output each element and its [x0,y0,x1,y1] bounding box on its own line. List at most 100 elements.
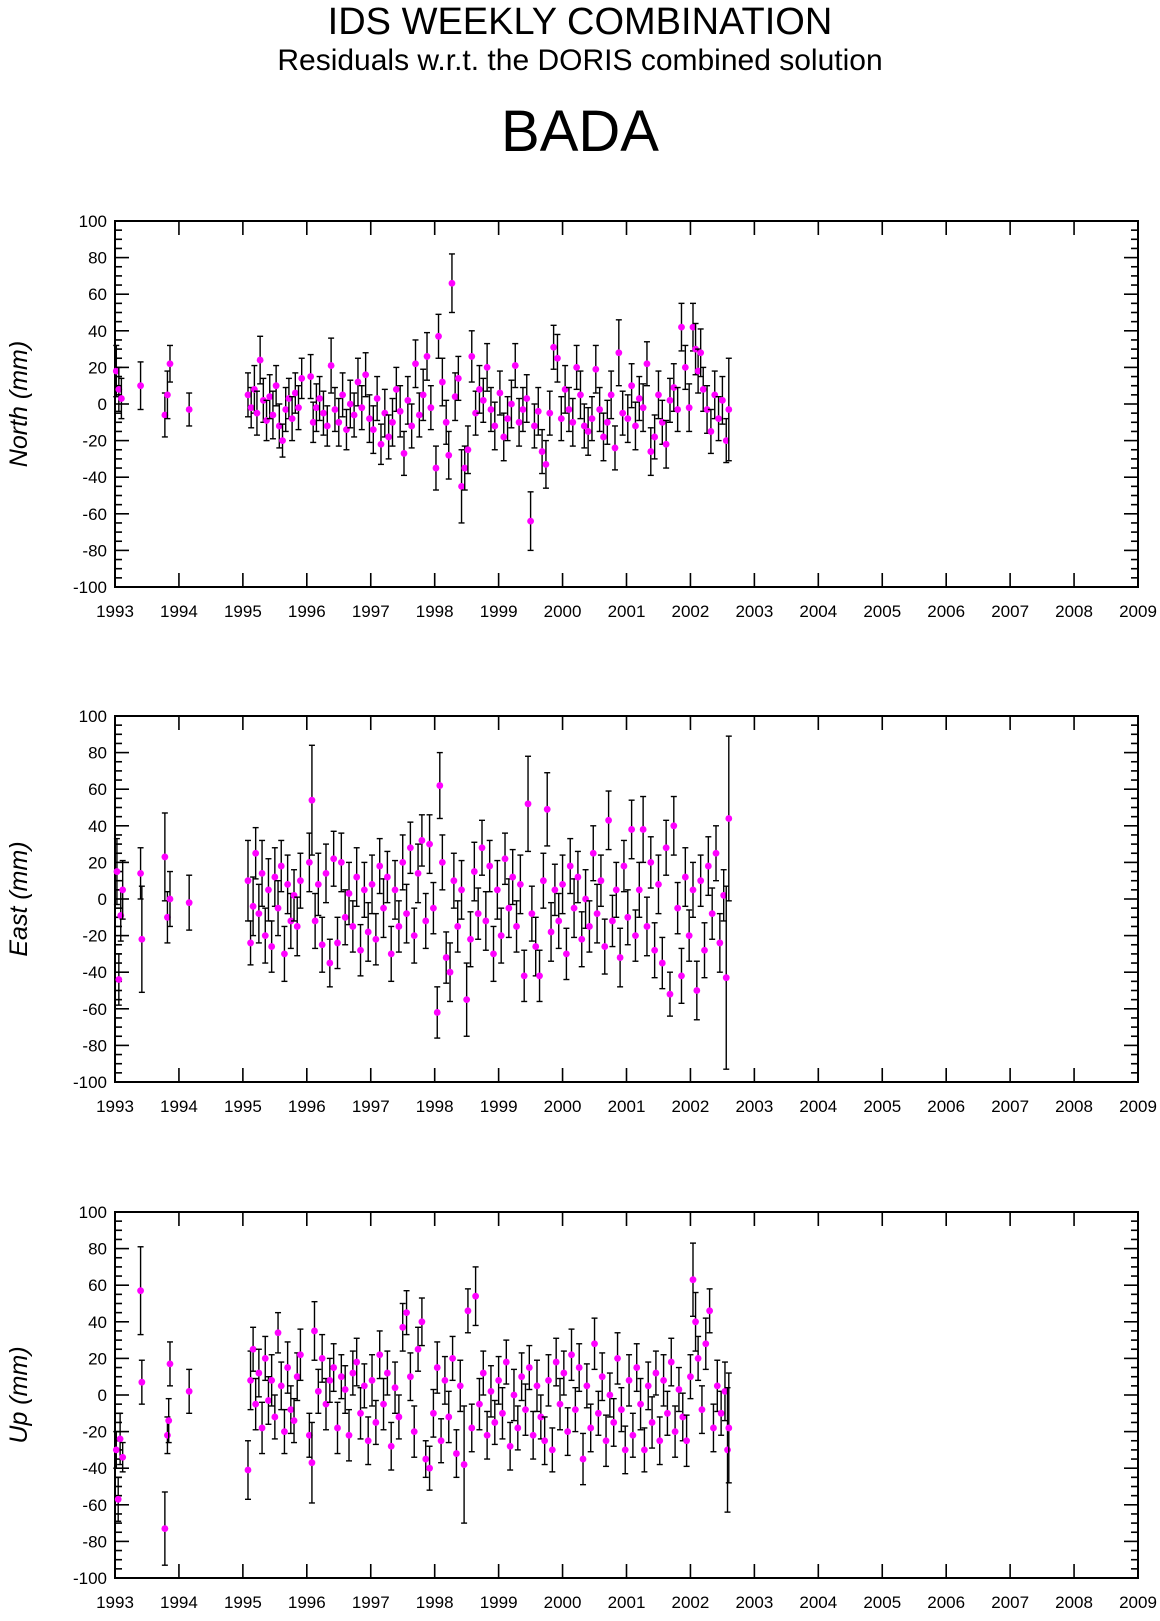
y-axis-label: Up (mm) [5,1346,33,1443]
data-marker [681,873,689,881]
data-point [474,887,482,940]
data-point [486,839,494,893]
data-point [353,847,361,908]
data-marker [538,448,546,455]
data-point [701,922,708,979]
data-marker [366,415,373,423]
data-marker [403,1309,410,1317]
x-tick-label: 2009 [1119,602,1157,621]
data-marker [161,853,169,861]
x-tick-label: 2004 [799,1593,837,1612]
y-tick-label: -100 [73,578,107,597]
data-marker [323,422,331,430]
data-marker [552,1358,560,1366]
data-point [313,383,320,433]
data-marker [579,1455,587,1463]
data-point [569,397,577,447]
data-marker [357,1409,364,1417]
data-marker [464,446,472,454]
data-marker [326,1376,334,1384]
data-marker [656,1437,664,1445]
data-marker [362,371,370,379]
data-marker [614,1355,621,1362]
x-tick-label: 2008 [1055,1593,1093,1612]
data-marker [491,1419,499,1426]
data-marker [326,959,334,967]
data-point [511,342,519,389]
data-marker [678,972,685,980]
data-marker [520,972,528,980]
data-marker [633,1364,641,1371]
data-point [252,826,260,880]
data-marker [287,917,295,925]
data-marker [655,880,662,888]
x-tick-label: 2001 [608,1097,646,1116]
data-point [357,1386,364,1440]
data-marker [632,422,639,430]
data-marker [536,972,543,980]
data-marker [305,859,313,866]
data-point [290,869,298,922]
data-point [249,1326,257,1372]
x-tick-label: 1993 [96,1593,134,1612]
data-marker [461,464,469,472]
x-tick-label: 2007 [991,602,1029,621]
data-point [528,885,536,942]
data-marker [703,406,711,413]
data-marker [442,954,450,961]
data-point [491,401,499,451]
data-marker [458,482,465,490]
x-tick-label: 1999 [480,1593,518,1612]
data-point [675,1366,683,1413]
x-tick-label: 1996 [288,1097,326,1116]
data-marker [281,950,288,958]
data-point [258,839,266,908]
data-point [602,1414,610,1468]
data-point [620,839,628,893]
data-marker [450,877,458,885]
data-point [560,1350,568,1396]
data-marker [560,1369,568,1377]
data-marker [580,422,588,430]
data-marker [166,360,174,368]
data-marker [510,1391,518,1399]
data-marker [406,1373,414,1381]
data-point [598,1352,606,1402]
data-marker [670,384,678,391]
data-point [387,925,395,983]
data-point [291,372,299,414]
data-marker [389,418,396,426]
data-point [274,1311,282,1354]
data-point [426,1445,433,1491]
x-tick-label: 2004 [799,1097,837,1116]
data-point [314,1368,322,1415]
data-point [639,795,647,864]
data-series [113,735,733,1070]
data-marker [369,426,377,434]
data-marker [252,849,260,857]
data-point [412,339,419,389]
data-marker [137,382,144,390]
data-marker [373,395,381,402]
data-marker [320,409,327,417]
data-marker [119,886,127,894]
data-marker [279,437,286,444]
data-marker [164,913,171,921]
data-point [265,1375,272,1425]
x-tick-label: 1998 [416,1593,454,1612]
data-marker [463,996,471,1004]
data-point [515,397,523,447]
data-marker [395,923,403,930]
data-marker [531,422,538,430]
data-point [643,341,651,387]
data-marker [137,869,144,877]
data-point [644,1361,652,1411]
data-point [277,839,285,893]
data-marker [349,923,357,930]
data-marker [449,1355,456,1362]
data-marker [266,393,274,401]
data-point [322,843,330,904]
data-point [490,925,497,983]
data-marker [288,415,296,423]
data-marker [616,954,624,961]
